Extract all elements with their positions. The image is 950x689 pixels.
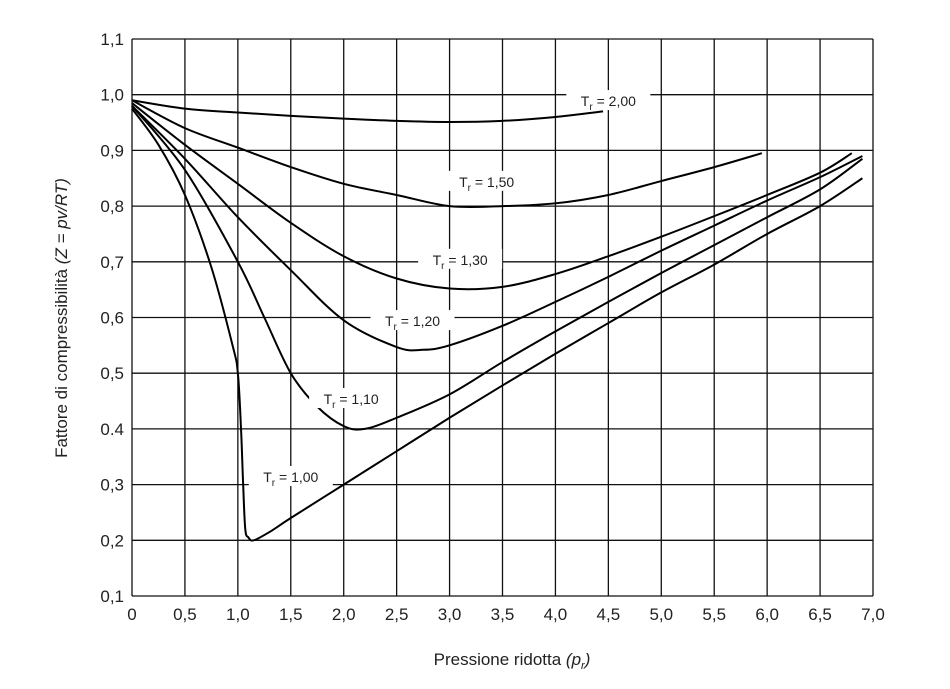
isotherm-label: Tr = 1,30 [433, 252, 488, 272]
y-tick-label: 0,5 [100, 364, 124, 383]
x-tick-label: 0,5 [173, 605, 197, 624]
x-tick-label: 1,0 [226, 605, 250, 624]
isotherm-label: Tr = 1,50 [459, 174, 514, 194]
x-tick-label: 6,0 [755, 605, 779, 624]
grid-lines [131, 38, 874, 597]
isotherm-curve [131, 102, 853, 291]
x-tick-label: 5,5 [702, 605, 726, 624]
y-tick-label: 0,3 [100, 476, 124, 495]
y-axis-label: Fattore di compressibilità (Z = pv/RT) [52, 178, 71, 458]
y-tick-label: 1,0 [100, 86, 124, 105]
curve-labels: Tr = 2,00 Tr = 1,50 Tr = 1,30 Tr = 1,20 Tr =… [248, 90, 651, 489]
isotherm-curve [131, 105, 863, 352]
x-tick-label: 3,0 [438, 605, 462, 624]
isotherm-curve [131, 99, 763, 209]
isotherm-curve [131, 99, 604, 123]
label-background [248, 466, 333, 487]
x-tick-label: 0 [127, 605, 136, 624]
y-tick-label: 0,8 [100, 197, 124, 216]
x-tick-label: 3,5 [491, 605, 515, 624]
label-background [566, 90, 651, 111]
label-background [418, 248, 503, 269]
isotherm-label: Tr = 1,00 [263, 469, 318, 489]
x-axis-label: Pressione ridotta (pr) [434, 650, 591, 672]
y-tick-label: 0,6 [100, 309, 124, 328]
label-background [444, 170, 529, 191]
x-tick-label: 2,5 [385, 605, 409, 624]
x-tick-label: 5,0 [649, 605, 673, 624]
y-tick-label: 0,2 [100, 531, 124, 550]
isotherm-label: Tr = 1,20 [385, 313, 440, 333]
isotherm-label: Tr = 1,10 [324, 391, 379, 411]
x-tick-label: 4,0 [544, 605, 568, 624]
isotherm-curve [131, 105, 864, 431]
y-axis-ticks: 0,1 0,2 0,3 0.4 0,5 0,6 0,7 0,8 0,9 1,0 1,1 [100, 30, 124, 606]
label-background [370, 310, 455, 331]
y-tick-label: 0,1 [100, 587, 124, 606]
y-tick-label: 0.4 [100, 420, 124, 439]
y-tick-label: 0,7 [100, 253, 124, 272]
x-tick-label: 6,5 [808, 605, 832, 624]
isotherm-label: Tr = 2,00 [581, 93, 636, 113]
x-axis-ticks: 0 0,5 1,0 1,5 2,0 2,5 3,0 3,5 4,0 4,5 5,0 5,5 6,0 6,5… [127, 605, 885, 624]
x-tick-label: 1,5 [279, 605, 303, 624]
y-tick-label: 1,1 [100, 30, 124, 49]
isotherm-curve [131, 108, 863, 542]
x-tick-label: 4,5 [597, 605, 621, 624]
x-tick-label: 7,0 [861, 605, 885, 624]
y-tick-label: 0,9 [100, 141, 124, 160]
x-tick-label: 2,0 [332, 605, 356, 624]
label-background [309, 388, 394, 409]
isotherm-curves [131, 99, 864, 542]
